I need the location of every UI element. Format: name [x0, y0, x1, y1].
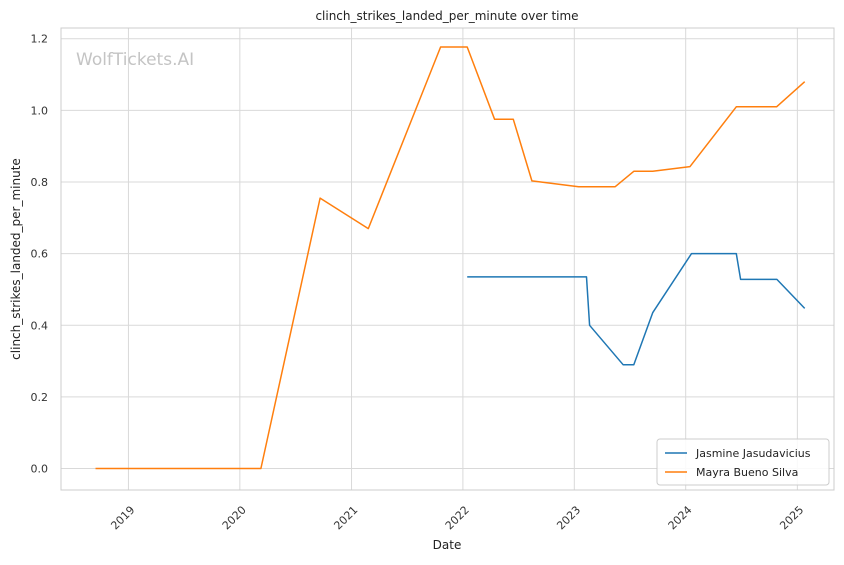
legend: Jasmine Jasudavicius Mayra Bueno Silva	[656, 438, 830, 486]
y-tick-labels: 0.0 0.2 0.4 0.6 0.8 1.0 1.2	[31, 33, 49, 476]
y-axis-label: clinch_strikes_landed_per_minute	[9, 158, 23, 360]
y-tick-label: 1.2	[31, 33, 49, 46]
y-tick-label: 0.0	[31, 463, 49, 476]
series-layer	[95, 46, 806, 470]
legend-box	[656, 438, 830, 486]
y-tick-label: 0.2	[31, 391, 49, 404]
x-tick-label: 2019	[108, 503, 137, 532]
y-tick-label: 0.4	[31, 319, 49, 332]
legend-label-mayra-bueno-silva: Mayra Bueno Silva	[696, 466, 798, 479]
legend-label-jasmine-jasudavicius: Jasmine Jasudavicius	[695, 447, 811, 460]
series-line-jasmine-jasudavicius	[467, 252, 806, 366]
chart-title: clinch_strikes_landed_per_minute over ti…	[315, 9, 578, 23]
y-tick-label: 1.0	[31, 104, 49, 117]
watermark-logo: WolfTickets.AI	[76, 50, 194, 70]
x-tick-label: 2023	[554, 503, 583, 532]
x-tick-label: 2022	[443, 503, 472, 532]
y-tick-label: 0.6	[31, 248, 49, 261]
x-axis-label: Date	[433, 538, 462, 552]
series-line-mayra-bueno-silva	[95, 46, 806, 470]
plot-frame	[60, 27, 835, 491]
y-tick-label: 0.8	[31, 176, 49, 189]
x-tick-labels: 2019 2020 2021 2022 2023 2024 2025	[108, 503, 806, 532]
x-tick-label: 2025	[777, 503, 806, 532]
grid	[61, 28, 834, 490]
x-tick-label: 2024	[666, 503, 695, 532]
x-tick-label: 2021	[331, 503, 360, 532]
x-tick-label: 2020	[220, 503, 249, 532]
